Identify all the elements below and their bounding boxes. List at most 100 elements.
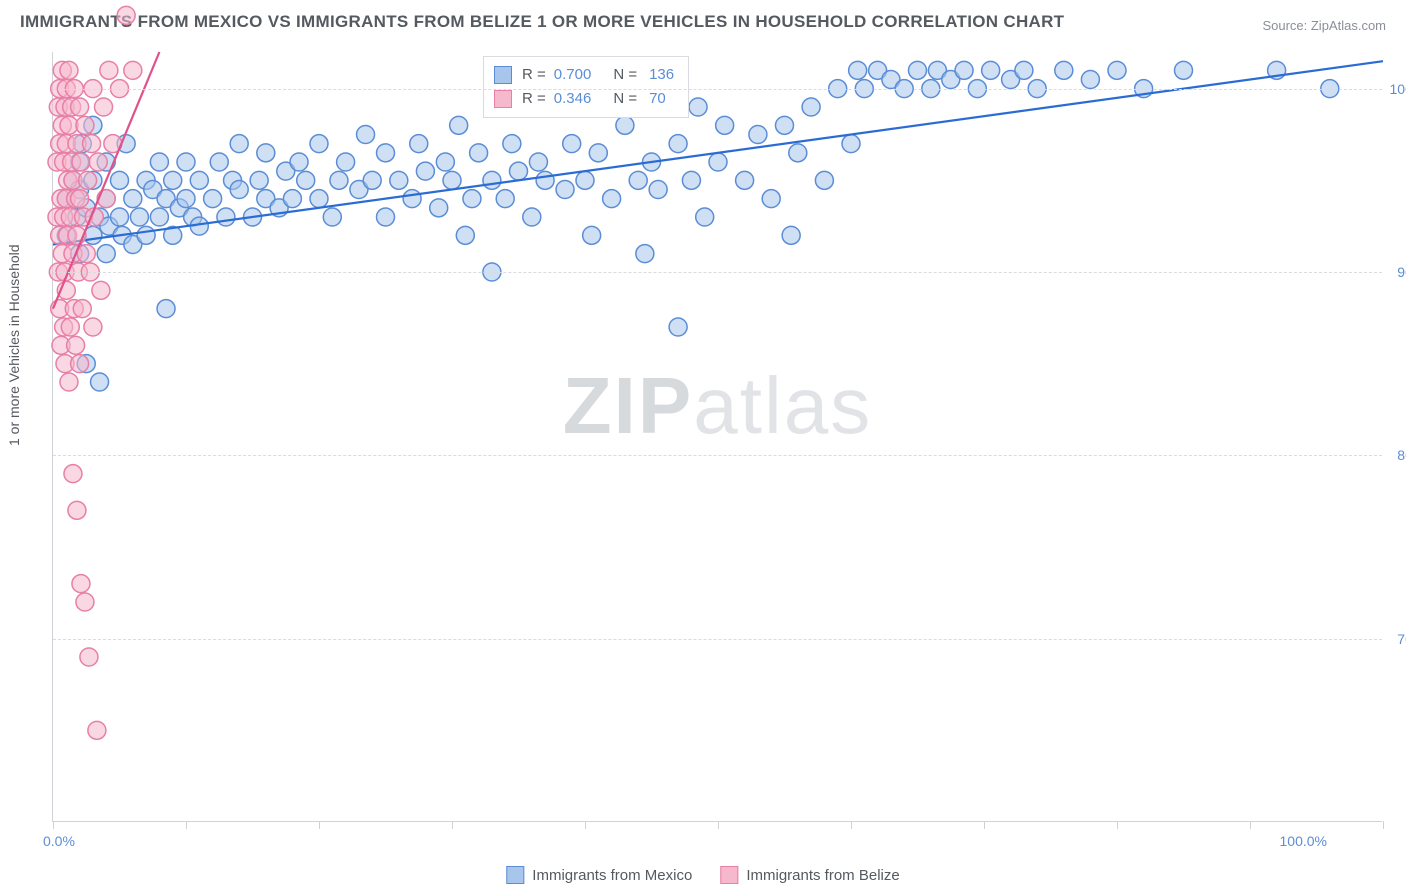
data-point [689, 98, 707, 116]
gridline [53, 455, 1382, 456]
data-point [629, 171, 647, 189]
data-point [283, 190, 301, 208]
data-point [576, 171, 594, 189]
data-point [736, 171, 754, 189]
chart-svg [53, 52, 1383, 822]
legend-label: Immigrants from Mexico [532, 867, 692, 884]
data-point [124, 190, 142, 208]
x-axis-min-label: 0.0% [43, 833, 75, 849]
data-point [61, 318, 79, 336]
data-point [503, 135, 521, 153]
data-point [150, 208, 168, 226]
data-point [77, 245, 95, 263]
stats-legend: R =0.700N =136R =0.346N =70 [483, 56, 689, 118]
data-point [789, 144, 807, 162]
data-point [95, 98, 113, 116]
data-point [177, 153, 195, 171]
data-point [443, 171, 461, 189]
data-point [483, 171, 501, 189]
data-point [60, 61, 78, 79]
x-tick [53, 821, 54, 829]
data-point [556, 181, 574, 199]
data-point [157, 300, 175, 318]
data-point [1108, 61, 1126, 79]
data-point [164, 171, 182, 189]
data-point [669, 135, 687, 153]
data-point [909, 61, 927, 79]
data-point [430, 199, 448, 217]
x-tick [186, 821, 187, 829]
data-point [217, 208, 235, 226]
data-point [363, 171, 381, 189]
data-point [84, 318, 102, 336]
data-point [696, 208, 714, 226]
data-point [71, 355, 89, 373]
x-tick [1117, 821, 1118, 829]
data-point [390, 171, 408, 189]
data-point [130, 208, 148, 226]
data-point [682, 171, 700, 189]
data-point [1055, 61, 1073, 79]
stats-legend-row: R =0.346N =70 [494, 87, 674, 111]
data-point [436, 153, 454, 171]
data-point [536, 171, 554, 189]
data-point [72, 575, 90, 593]
gridline [53, 272, 1382, 273]
data-point [97, 245, 115, 263]
data-point [76, 116, 94, 134]
data-point [257, 144, 275, 162]
source-label: Source: ZipAtlas.com [1262, 18, 1386, 33]
plot-area: ZIPatlas 0.0% 100.0% R =0.700N =136R =0.… [52, 52, 1382, 822]
data-point [67, 336, 85, 354]
data-point [190, 171, 208, 189]
x-tick [1383, 821, 1384, 829]
data-point [117, 6, 135, 24]
data-point [71, 190, 89, 208]
data-point [762, 190, 780, 208]
data-point [150, 153, 168, 171]
data-point [79, 171, 97, 189]
series-legend: Immigrants from Mexico Immigrants from Be… [506, 866, 899, 884]
data-point [589, 144, 607, 162]
data-point [92, 281, 110, 299]
r-label: R = [522, 63, 546, 87]
data-point [230, 135, 248, 153]
data-point [716, 116, 734, 134]
data-point [616, 116, 634, 134]
data-point [410, 135, 428, 153]
data-point [749, 126, 767, 144]
data-point [330, 171, 348, 189]
data-point [456, 226, 474, 244]
legend-swatch [720, 866, 738, 884]
y-axis-title: 1 or more Vehicles in Household [6, 244, 22, 446]
n-label: N = [613, 87, 637, 111]
data-point [91, 373, 109, 391]
legend-swatch [494, 90, 512, 108]
data-point [669, 318, 687, 336]
r-value: 0.700 [554, 63, 592, 87]
data-point [955, 61, 973, 79]
data-point [523, 208, 541, 226]
data-point [416, 162, 434, 180]
data-point [377, 208, 395, 226]
chart-title: IMMIGRANTS FROM MEXICO VS IMMIGRANTS FRO… [20, 12, 1064, 32]
data-point [603, 190, 621, 208]
legend-label: Immigrants from Belize [746, 867, 899, 884]
data-point [80, 648, 98, 666]
x-tick [452, 821, 453, 829]
data-point [337, 153, 355, 171]
data-point [842, 135, 860, 153]
data-point [1015, 61, 1033, 79]
data-point [204, 190, 222, 208]
n-label: N = [613, 63, 637, 87]
data-point [177, 190, 195, 208]
data-point [310, 135, 328, 153]
data-point [71, 98, 89, 116]
y-tick-label: 90.0% [1397, 264, 1406, 280]
data-point [815, 171, 833, 189]
x-tick [851, 821, 852, 829]
legend-swatch [494, 66, 512, 84]
r-value: 0.346 [554, 87, 592, 111]
data-point [496, 190, 514, 208]
x-tick [319, 821, 320, 829]
